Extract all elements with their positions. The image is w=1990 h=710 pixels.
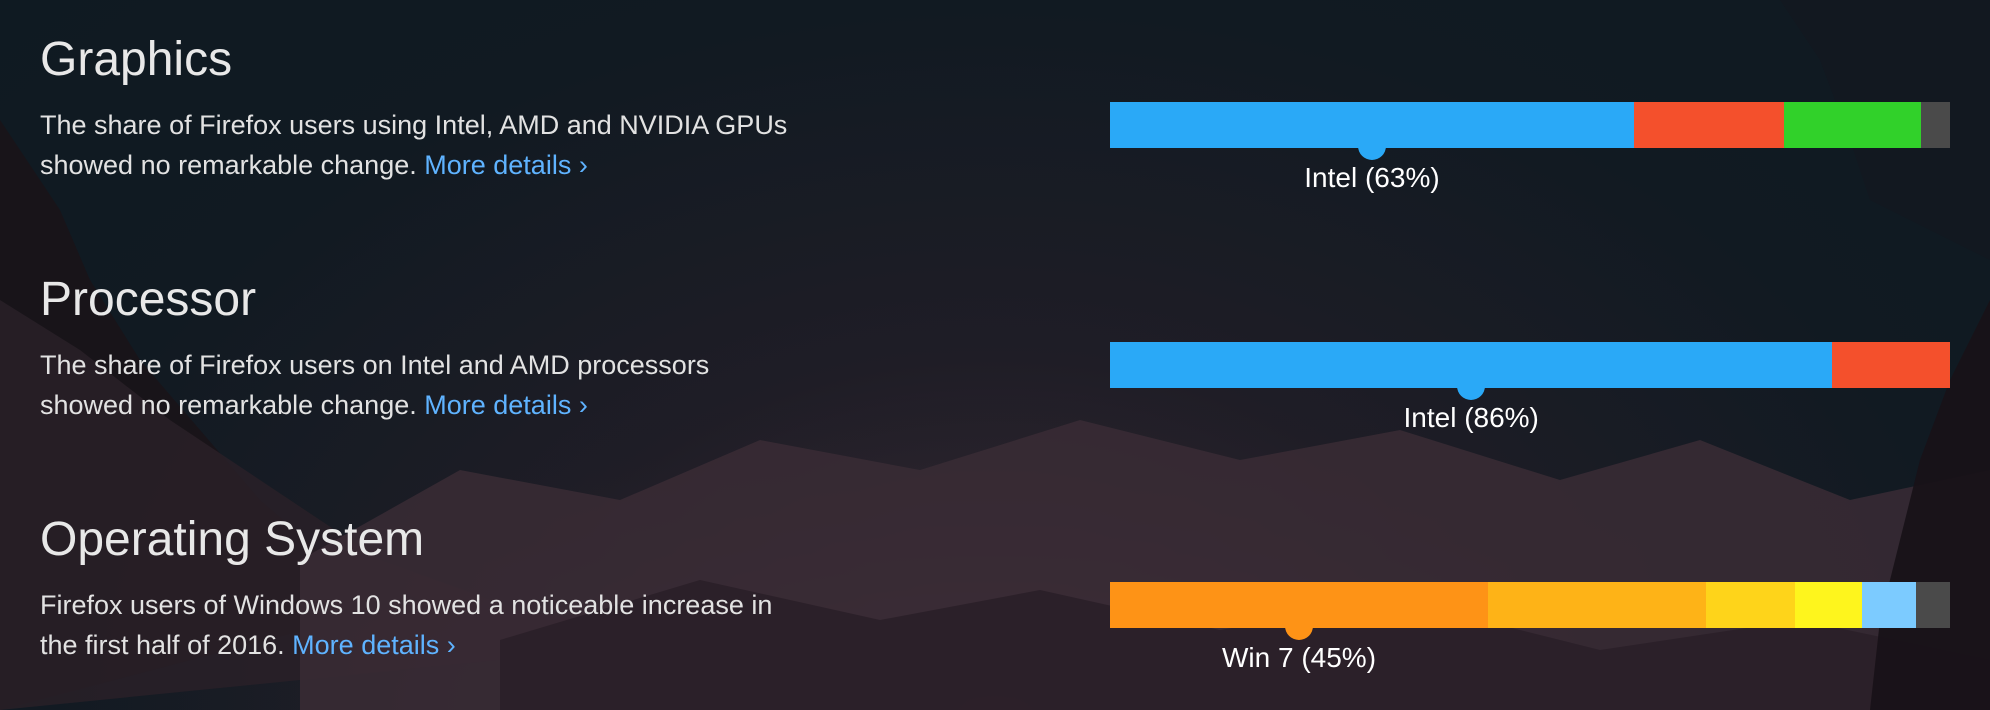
section-title: Graphics	[40, 33, 233, 86]
more-details-link[interactable]: More details ›	[424, 150, 588, 180]
section-title: Operating System	[40, 513, 425, 566]
highlight-label: Win 7 (45%)	[1221, 642, 1377, 673]
bar-marker	[1357, 132, 1386, 160]
more-details-link[interactable]: More details ›	[292, 630, 456, 660]
highlight-label: Intel (86%)	[1403, 402, 1539, 433]
bar-segment[interactable]	[1783, 102, 1921, 148]
section-description: Firefox users of Windows 10 showed a not…	[40, 585, 800, 665]
section-description: The share of Firefox users using Intel, …	[40, 105, 800, 185]
bar-segment[interactable]	[1861, 582, 1917, 628]
more-details-link[interactable]: More details ›	[424, 390, 588, 420]
bar-segment[interactable]	[1488, 582, 1707, 628]
section-processor: Processor The share of Firefox users on …	[40, 272, 1950, 433]
stacked-share-bar: Intel (86%)	[1110, 342, 1950, 433]
bar-segment[interactable]	[1920, 102, 1950, 148]
bar-marker	[1457, 372, 1486, 400]
section-description: The share of Firefox users on Intel and …	[40, 345, 800, 425]
section-operating-system: Operating System Firefox users of Window…	[40, 512, 1950, 673]
bar-marker	[1285, 612, 1313, 640]
bar-segment[interactable]	[1633, 102, 1784, 148]
bar-segment[interactable]	[1706, 582, 1795, 628]
bar-segment[interactable]	[1832, 342, 1950, 388]
section-graphics: Graphics The share of Firefox users usin…	[40, 32, 1950, 193]
stacked-share-bar: Win 7 (45%)	[1110, 582, 1950, 673]
section-title: Processor	[40, 273, 257, 326]
stacked-share-bar: Intel (63%)	[1110, 102, 1950, 193]
description-text: The share of Firefox users using Intel, …	[40, 110, 788, 180]
bar-segment[interactable]	[1794, 582, 1862, 628]
bar-segment[interactable]	[1916, 582, 1950, 628]
description-text: The share of Firefox users on Intel and …	[40, 350, 710, 420]
description-text: Firefox users of Windows 10 showed a not…	[40, 590, 773, 660]
highlight-label: Intel (63%)	[1304, 162, 1440, 193]
